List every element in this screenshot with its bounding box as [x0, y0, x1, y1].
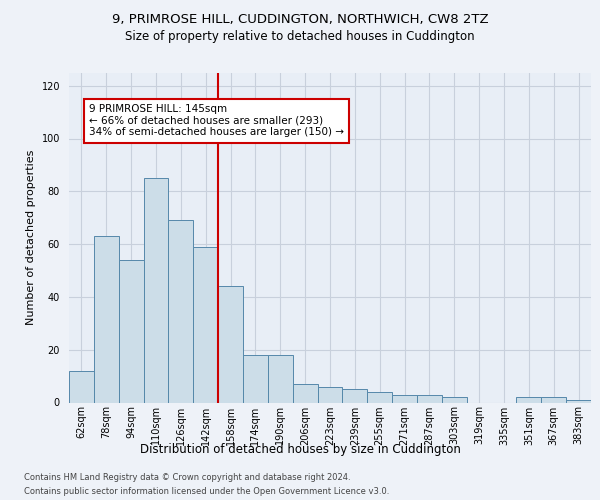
Bar	[343, 390, 367, 402]
Bar	[268, 355, 293, 403]
Text: Contains HM Land Registry data © Crown copyright and database right 2024.: Contains HM Land Registry data © Crown c…	[24, 472, 350, 482]
Text: Contains public sector information licensed under the Open Government Licence v3: Contains public sector information licen…	[24, 488, 389, 496]
Bar	[442, 397, 467, 402]
Bar	[367, 392, 392, 402]
Bar	[193, 246, 218, 402]
Bar	[541, 397, 566, 402]
Text: Distribution of detached houses by size in Cuddington: Distribution of detached houses by size …	[140, 442, 460, 456]
Bar	[94, 236, 119, 402]
Text: Size of property relative to detached houses in Cuddington: Size of property relative to detached ho…	[125, 30, 475, 43]
Bar	[143, 178, 169, 402]
Bar	[392, 394, 417, 402]
Text: 9 PRIMROSE HILL: 145sqm
← 66% of detached houses are smaller (293)
34% of semi-d: 9 PRIMROSE HILL: 145sqm ← 66% of detache…	[89, 104, 344, 138]
Bar	[293, 384, 317, 402]
Bar	[218, 286, 243, 403]
Bar	[243, 355, 268, 403]
Text: 9, PRIMROSE HILL, CUDDINGTON, NORTHWICH, CW8 2TZ: 9, PRIMROSE HILL, CUDDINGTON, NORTHWICH,…	[112, 12, 488, 26]
Bar	[566, 400, 591, 402]
Bar	[69, 371, 94, 402]
Y-axis label: Number of detached properties: Number of detached properties	[26, 150, 36, 325]
Bar	[169, 220, 193, 402]
Bar	[317, 386, 343, 402]
Bar	[119, 260, 143, 402]
Bar	[517, 397, 541, 402]
Bar	[417, 394, 442, 402]
